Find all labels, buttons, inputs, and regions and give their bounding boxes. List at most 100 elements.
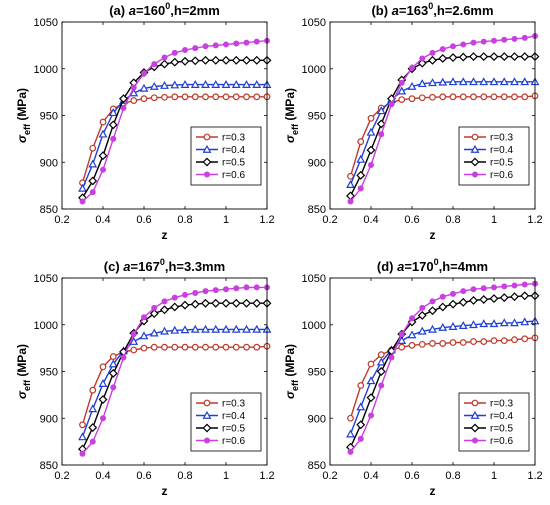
data-point (479, 52, 489, 62)
x-tick-label: 1 (491, 214, 497, 226)
data-point (521, 281, 528, 288)
y-tick-label: 850 (308, 460, 326, 472)
data-point (202, 93, 209, 101)
data-point (356, 154, 366, 163)
x-tick-label: 1.2 (259, 470, 274, 482)
data-point (98, 129, 108, 138)
data-point (180, 80, 190, 88)
data-point (458, 321, 468, 330)
data-point (460, 41, 467, 48)
x-tick-label: 1.2 (259, 214, 274, 226)
data-point (130, 97, 138, 104)
legend-item: r=0.6 (196, 436, 246, 447)
data-point (231, 298, 241, 308)
data-point (88, 404, 98, 413)
data-point (510, 318, 519, 327)
legend-item: r=0.5 (464, 424, 514, 435)
x-tick-label: 0.8 (177, 470, 192, 482)
series-r=0.4 (346, 316, 540, 438)
legend-label: r=0.3 (490, 133, 514, 144)
x-tick-label: 0.4 (363, 470, 378, 482)
data-point (521, 335, 529, 343)
axes-frame (329, 21, 536, 210)
data-point (469, 52, 478, 62)
legend-item: r=0.3 (196, 399, 246, 410)
y-tick-label: 1050 (34, 273, 58, 285)
legend: r=0.3r=0.4 r=0.5r=0.6 (458, 392, 530, 452)
data-point (171, 294, 178, 301)
y-tick-label: 950 (308, 111, 326, 123)
data-point (501, 283, 508, 290)
legend-item: r=0.4 (464, 410, 514, 422)
legend-item: r=0.4 (196, 144, 246, 156)
y-axis-label-subscript: eff (22, 123, 32, 135)
data-point (459, 339, 467, 346)
data-point (418, 94, 426, 102)
y-axis-label-subscript: eff (290, 379, 300, 391)
y-axis-label-unit: (MPa) (15, 344, 29, 380)
x-tick-label: 0.8 (177, 214, 192, 226)
data-point (98, 151, 108, 161)
data-point (367, 360, 375, 368)
y-tick-label: 950 (308, 367, 326, 379)
data-point (500, 93, 508, 101)
x-axis-label: z (430, 228, 436, 242)
data-point (151, 304, 158, 311)
legend-label: r=0.4 (490, 145, 514, 156)
data-point (130, 346, 138, 354)
y-tick-label: 850 (40, 204, 58, 216)
data-point (376, 106, 386, 115)
data-point (480, 38, 487, 45)
data-point (428, 78, 437, 87)
data-point (79, 421, 86, 429)
data-point (221, 298, 231, 308)
legend-label: r=0.6 (222, 436, 246, 447)
x-tick-label: 0.6 (136, 470, 151, 482)
data-point (161, 93, 168, 101)
data-point (489, 294, 499, 304)
chart-panel-4: 0.2 0.4 0.6 0.8 1 1.2 850 900 950 1000 1050 (d) a=1… (283, 257, 543, 498)
legend-item: r=0.4 (464, 144, 514, 156)
data-point (367, 412, 374, 419)
data-point (202, 343, 209, 351)
x-tick-label: 1 (223, 470, 229, 482)
legend-label: r=0.5 (490, 424, 514, 435)
data-point (438, 77, 448, 86)
data-point (378, 131, 385, 138)
data-point (408, 95, 416, 103)
data-point (171, 49, 178, 56)
data-point (161, 54, 168, 61)
data-point (171, 343, 179, 351)
data-point (120, 105, 127, 112)
data-point (448, 299, 458, 309)
data-point (347, 198, 354, 205)
data-point (366, 145, 376, 155)
data-point (470, 39, 477, 46)
data-point (490, 37, 497, 44)
data-point (243, 284, 250, 291)
data-point (110, 135, 117, 142)
x-tick-label: 0.6 (404, 470, 419, 482)
data-point (429, 340, 436, 347)
legend-box (458, 392, 530, 452)
data-point (212, 93, 220, 101)
data-point (356, 402, 366, 411)
title-angle-symbol: a (129, 3, 136, 18)
legend: r=0.3r=0.4 r=0.5r=0.6 (458, 126, 530, 186)
title-angle-value: =160 (136, 3, 165, 18)
legend-label: r=0.5 (222, 424, 246, 435)
data-point (388, 354, 395, 361)
data-point (170, 80, 180, 89)
x-axis-label: z (162, 228, 168, 242)
data-point (408, 341, 416, 349)
data-point (448, 53, 458, 62)
title-height: ,h=2.6mm (433, 3, 493, 18)
data-point (192, 289, 199, 296)
data-point (170, 302, 180, 312)
data-point (191, 93, 199, 101)
data-point (242, 298, 251, 308)
data-point (109, 353, 117, 360)
data-point (252, 324, 262, 333)
data-point (510, 52, 519, 62)
data-point (201, 324, 210, 333)
